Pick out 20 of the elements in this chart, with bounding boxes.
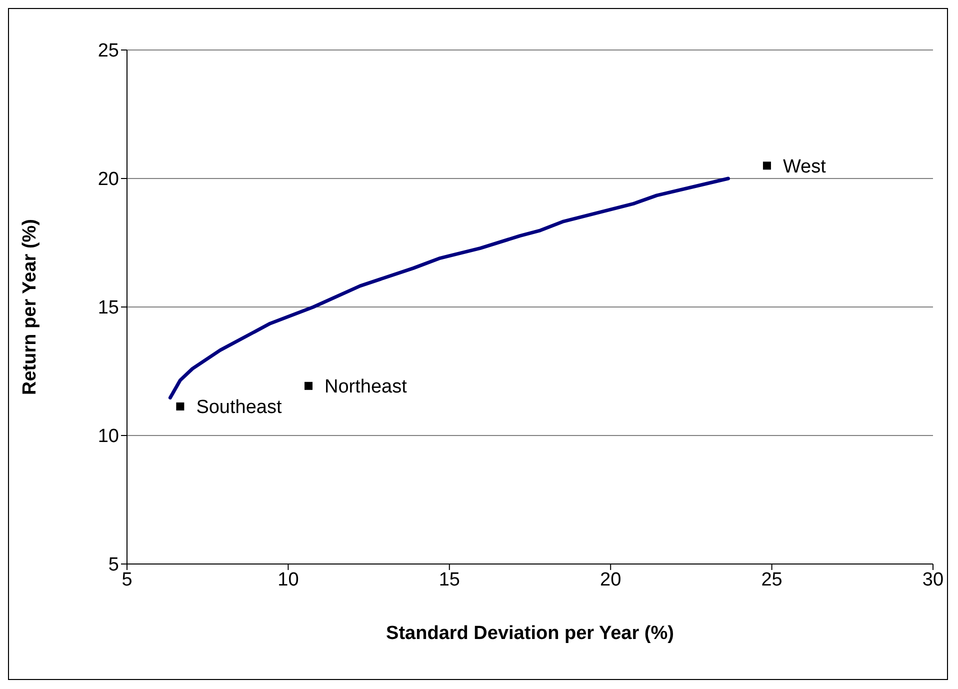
y-tick-label: 15 bbox=[98, 298, 119, 319]
y-tick-label: 20 bbox=[98, 169, 119, 190]
x-tick-label: 20 bbox=[600, 569, 622, 590]
x-tick-label: 15 bbox=[438, 569, 460, 590]
x-tick-label: 10 bbox=[278, 569, 299, 590]
annotation: Northeast bbox=[324, 376, 408, 398]
y-tick-label: 10 bbox=[98, 426, 119, 448]
x-axis-title: Standard Deviation per Year (%) bbox=[386, 623, 674, 644]
point bbox=[304, 382, 313, 390]
annotation: West bbox=[782, 156, 827, 178]
annotation: Southeast bbox=[196, 397, 282, 418]
line-series bbox=[168, 176, 730, 400]
y-tick-label: 5 bbox=[108, 554, 119, 576]
x-tick-label: 30 bbox=[922, 569, 944, 590]
x-tick-label: 5 bbox=[122, 569, 132, 590]
y-tick-label: 25 bbox=[98, 40, 119, 62]
point bbox=[762, 162, 771, 170]
y-axis-title: Return per Year (%) bbox=[20, 219, 41, 395]
point bbox=[176, 402, 184, 410]
x-tick-label: 25 bbox=[761, 569, 782, 590]
